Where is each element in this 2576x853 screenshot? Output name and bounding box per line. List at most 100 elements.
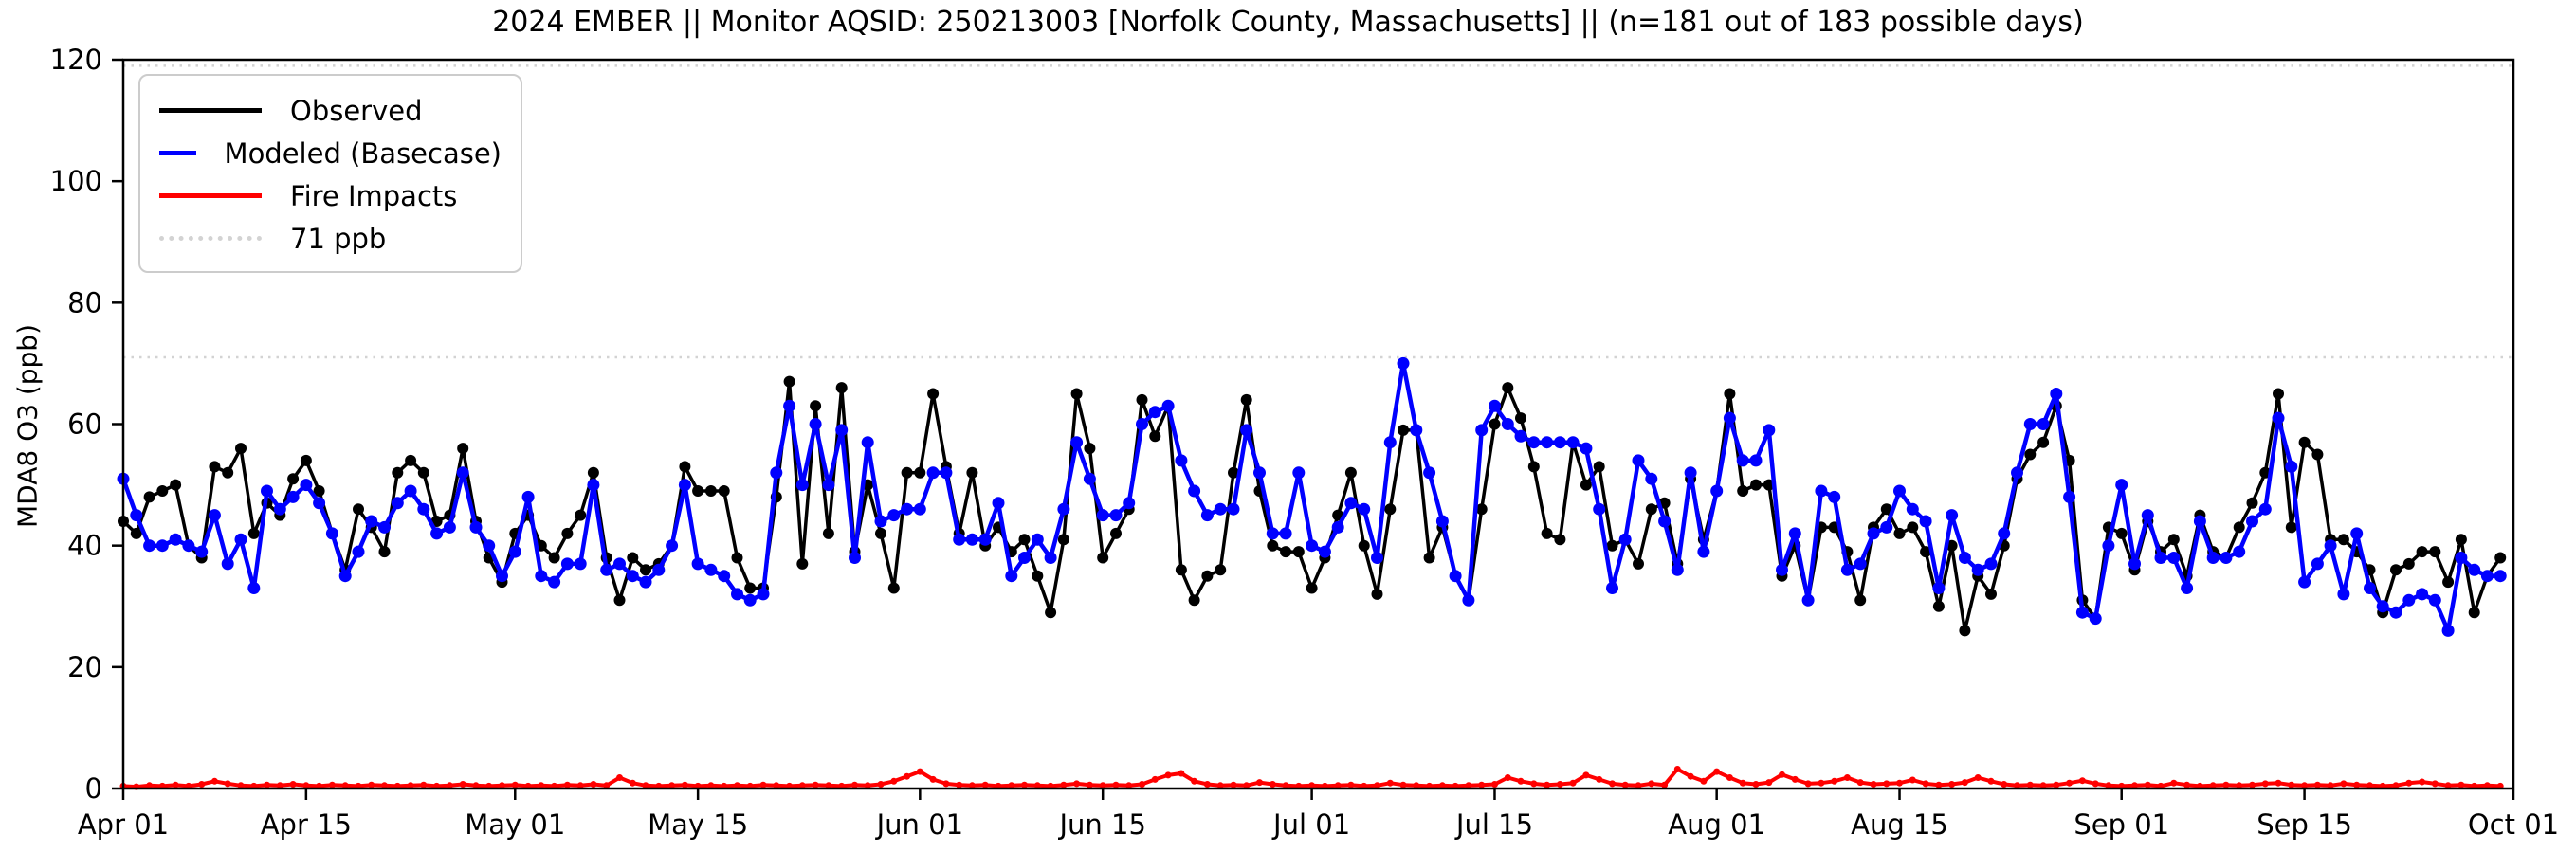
data-point xyxy=(966,466,978,479)
data-point xyxy=(146,782,154,789)
data-point xyxy=(2419,778,2426,786)
data-point xyxy=(1266,527,1279,540)
data-point xyxy=(1553,436,1566,449)
data-point xyxy=(2416,546,2428,558)
data-point xyxy=(1386,779,1394,787)
data-point xyxy=(1397,356,1410,370)
data-point xyxy=(1371,552,1383,564)
data-point xyxy=(1932,600,1945,612)
data-point xyxy=(1214,502,1227,516)
data-point xyxy=(459,781,466,788)
data-point xyxy=(563,781,571,789)
data-point xyxy=(1958,552,1971,564)
data-point xyxy=(2468,563,2481,576)
data-point xyxy=(2285,521,2297,534)
y-axis-label: MDA8 O3 (ppb) xyxy=(11,323,44,529)
data-point xyxy=(2455,552,2468,564)
data-point xyxy=(2011,466,2023,480)
data-point xyxy=(1502,382,1514,394)
data-point xyxy=(1215,564,1227,576)
data-point xyxy=(2313,781,2321,789)
data-point xyxy=(1776,563,1788,576)
data-point xyxy=(704,563,718,576)
data-point xyxy=(1854,594,1867,607)
data-point xyxy=(692,485,704,497)
data-point xyxy=(707,782,715,789)
data-point xyxy=(668,782,676,789)
x-tick-label: Jul 15 xyxy=(1454,808,1533,841)
data-point xyxy=(1632,454,1645,467)
data-point xyxy=(1031,533,1044,546)
data-point xyxy=(237,782,245,789)
data-point xyxy=(744,582,757,594)
data-point xyxy=(1618,533,1632,546)
data-point xyxy=(1541,436,1554,449)
data-point xyxy=(1465,782,1472,789)
data-point xyxy=(681,781,688,789)
x-tick-label: Oct 01 xyxy=(2468,808,2559,841)
data-point xyxy=(1178,770,1185,777)
data-point xyxy=(926,466,940,480)
data-point xyxy=(825,782,832,789)
data-point xyxy=(496,570,508,583)
data-point xyxy=(587,479,600,492)
data-point xyxy=(156,485,169,497)
data-point xyxy=(600,563,613,576)
data-point xyxy=(759,781,767,789)
data-point xyxy=(874,515,887,528)
data-point xyxy=(1371,588,1383,600)
data-point xyxy=(1645,472,1658,485)
data-point xyxy=(1060,781,1068,789)
legend-label: Observed xyxy=(290,94,423,127)
y-tick-label: 0 xyxy=(85,772,102,805)
data-point xyxy=(1804,780,1812,788)
data-point xyxy=(287,473,300,485)
series-markers-2 xyxy=(119,766,2504,790)
data-point xyxy=(796,557,809,570)
data-point xyxy=(2233,545,2246,558)
data-point xyxy=(2001,781,2008,788)
data-point xyxy=(1201,570,1214,582)
data-point xyxy=(2444,782,2452,789)
data-point xyxy=(2154,552,2167,564)
data-point xyxy=(1191,777,1198,785)
data-point xyxy=(2494,570,2507,583)
data-point xyxy=(1974,774,1982,781)
data-point xyxy=(1880,503,1892,516)
data-point xyxy=(405,454,417,466)
data-point xyxy=(1489,399,1501,412)
data-point xyxy=(2233,521,2245,534)
data-point xyxy=(1556,781,1563,788)
data-point xyxy=(561,527,574,539)
data-point xyxy=(1018,534,1031,546)
data-point xyxy=(890,777,898,785)
data-point xyxy=(1831,777,1838,785)
data-point xyxy=(1136,418,1148,430)
data-point xyxy=(378,546,391,558)
data-point xyxy=(809,418,822,430)
data-point xyxy=(2353,781,2361,789)
data-point xyxy=(1609,780,1616,788)
x-tick-label: Jun 15 xyxy=(1057,808,1145,841)
data-point xyxy=(1648,780,1655,788)
data-point xyxy=(247,527,260,539)
data-point xyxy=(417,466,429,479)
data-point xyxy=(1606,582,1618,594)
data-point xyxy=(1763,424,1776,437)
legend-label: Modeled (Basecase) xyxy=(224,136,502,170)
data-point xyxy=(1883,780,1891,788)
data-point xyxy=(353,503,364,516)
data-point xyxy=(286,490,300,503)
data-point xyxy=(1164,771,1172,779)
y-tick-label: 40 xyxy=(67,530,102,562)
data-point xyxy=(1907,521,1919,534)
data-point xyxy=(1399,781,1407,789)
data-point xyxy=(783,399,796,412)
data-point xyxy=(1687,772,1694,780)
data-point xyxy=(1045,607,1057,619)
data-point xyxy=(1175,454,1188,467)
legend-item-2: Fire Impacts xyxy=(159,174,502,217)
data-point xyxy=(757,588,770,601)
x-tick-label: Sep 01 xyxy=(2074,808,2169,841)
